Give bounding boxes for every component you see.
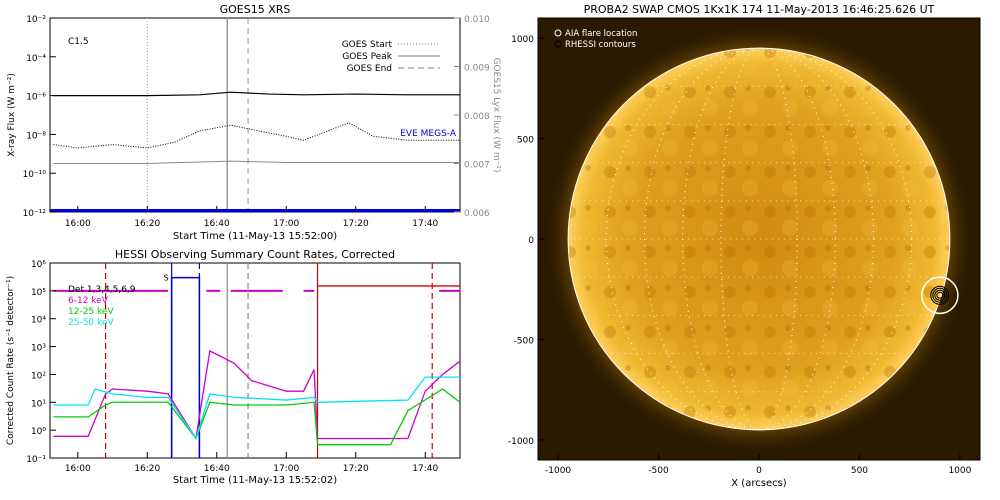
goes-xtick-label: 17:00 xyxy=(273,219,299,229)
goes-ytick-label: 10⁻⁴ xyxy=(26,54,46,64)
hessi-xtick-label: 17:20 xyxy=(343,464,369,474)
goes-y2tick-label: 0.009 xyxy=(464,64,490,74)
swap-image xyxy=(538,18,980,460)
goes-xlabel: Start Time (11-May-13 15:52:00) xyxy=(173,231,337,242)
hessi-title: HESSI Observing Summary Count Rates, Cor… xyxy=(115,248,395,261)
hessi-ytick-label: 10⁻¹ xyxy=(26,455,46,465)
swap-xtick-label: 0 xyxy=(756,466,762,476)
goes-series-long xyxy=(53,91,460,97)
hessi-s-label: S xyxy=(164,274,169,283)
goes-xtick-label: 16:40 xyxy=(204,219,230,229)
swap-legend-label: AIA flare location xyxy=(565,29,637,39)
goes-xtick-label: 16:20 xyxy=(134,219,160,229)
hessi-series xyxy=(53,376,460,441)
hessi-ytick-label: 10³ xyxy=(31,344,46,354)
hessi-ytick-label: 10⁶ xyxy=(31,260,46,270)
swap-grid-longitude xyxy=(682,47,836,431)
swap-aia-flare-circle xyxy=(920,276,959,315)
goes-y2tick-label: 0.007 xyxy=(464,161,490,171)
goes-class-label: C1.5 xyxy=(68,37,89,47)
swap-xtick-label: -500 xyxy=(648,466,669,476)
goes-legend-label: GOES Peak xyxy=(342,52,392,62)
goes-ytick-label: 10⁻¹⁰ xyxy=(23,170,47,180)
goes-legend-label: GOES Start xyxy=(342,40,393,50)
swap-rhessi-contour xyxy=(932,287,948,303)
hessi-ytick-label: 10⁰ xyxy=(31,427,46,437)
swap-title: PROBA2 SWAP CMOS 1Kx1K 174 11-May-2013 1… xyxy=(584,3,935,16)
swap-grid-longitude xyxy=(643,47,875,431)
swap-ytick-label: 500 xyxy=(517,136,534,146)
hessi-ytick-label: 10¹ xyxy=(31,399,46,409)
swap-xtick-label: -1000 xyxy=(545,466,571,476)
hessi-xtick-label: 16:00 xyxy=(65,464,91,474)
hessi-legend-label: 25-50 keV xyxy=(68,318,114,328)
hessi-ytick-label: 10² xyxy=(31,371,46,381)
swap-xtick-label: 1000 xyxy=(948,466,971,476)
goes-plot-frame xyxy=(49,17,461,213)
swap-solar-texture xyxy=(568,48,950,430)
goes-title: GOES15 XRS xyxy=(220,3,291,16)
goes-xtick-label: 16:00 xyxy=(65,219,91,229)
hessi-plot-frame xyxy=(49,262,461,459)
goes-legend-label: GOES End xyxy=(347,64,392,74)
goes-ytick-label: 10⁻² xyxy=(26,15,46,25)
hessi-series xyxy=(53,349,461,441)
swap-xlabel: X (arcsecs) xyxy=(731,478,787,489)
goes-y2tick-label: 0.008 xyxy=(464,112,490,122)
swap-panel: PROBA2 SWAP CMOS 1Kx1K 174 11-May-2013 1… xyxy=(508,3,981,489)
goes-ylabel: X-ray Flux (W m⁻²) xyxy=(7,73,17,157)
goes-y2tick-label: 0.006 xyxy=(464,209,490,219)
hessi-xtick-label: 17:00 xyxy=(273,464,299,474)
swap-rhessi-contour xyxy=(934,289,946,301)
swap-grid-longitude xyxy=(720,47,798,431)
swap-xtick-label: 500 xyxy=(851,466,868,476)
hessi-legend-label: 12-25 keV xyxy=(68,307,114,317)
goes-xtick-label: 17:40 xyxy=(412,219,438,229)
swap-ytick-label: 0 xyxy=(528,236,534,246)
goes-panel: GOES15 XRS 10⁻² 10⁻⁴ 10⁻⁶ 10⁻⁸ 10⁻¹⁰ 10⁻¹² 0.01… xyxy=(7,3,501,242)
swap-grid-longitude xyxy=(605,47,913,431)
hessi-ytick-label: 10⁴ xyxy=(31,316,46,326)
hessi-legend-label: Det 1,3,4,5,6,9 xyxy=(68,285,136,295)
hessi-xtick-label: 17:40 xyxy=(412,464,438,474)
hessi-saa-segment xyxy=(170,276,201,458)
goes-xtick-label: 17:20 xyxy=(343,219,369,229)
goes-series-lyman-alpha xyxy=(53,160,460,164)
swap-legend-label: RHESSI contours xyxy=(565,40,636,50)
goes-ylabel-right: GOES15 Lyx Flux (W m⁻²) xyxy=(491,58,501,173)
hessi-panel: HESSI Observing Summary Count Rates, Cor… xyxy=(6,248,461,486)
hessi-ytick-label: 10⁵ xyxy=(31,288,46,298)
swap-legend-marker xyxy=(554,40,562,48)
hessi-xlabel: Start Time (11-May-13 15:52:02) xyxy=(173,475,337,486)
hessi-legend-label: 6-12 keV xyxy=(68,296,109,306)
goes-ytick-label: 10⁻⁸ xyxy=(26,131,46,141)
goes-series-short xyxy=(53,122,460,149)
swap-rhessi-contour xyxy=(936,291,944,299)
hessi-ylabel: Corrected Count Rate (s⁻¹ detector⁻¹) xyxy=(6,276,16,445)
swap-ytick-label: -500 xyxy=(514,336,535,346)
swap-legend-marker xyxy=(554,29,562,37)
goes-ytick-label: 10⁻¹² xyxy=(23,209,47,219)
swap-ytick-label: 1000 xyxy=(511,35,534,45)
goes-y2tick-label: 0.010 xyxy=(464,15,490,25)
goes-eve-label: EVE MEGS-A xyxy=(400,129,457,139)
hessi-xtick-label: 16:40 xyxy=(204,464,230,474)
swap-rhessi-contour xyxy=(930,285,950,305)
hessi-series xyxy=(53,388,461,446)
hessi-xtick-label: 16:20 xyxy=(134,464,160,474)
swap-ytick-label: -1000 xyxy=(508,437,534,447)
goes-ytick-label: 10⁻⁶ xyxy=(26,93,46,103)
